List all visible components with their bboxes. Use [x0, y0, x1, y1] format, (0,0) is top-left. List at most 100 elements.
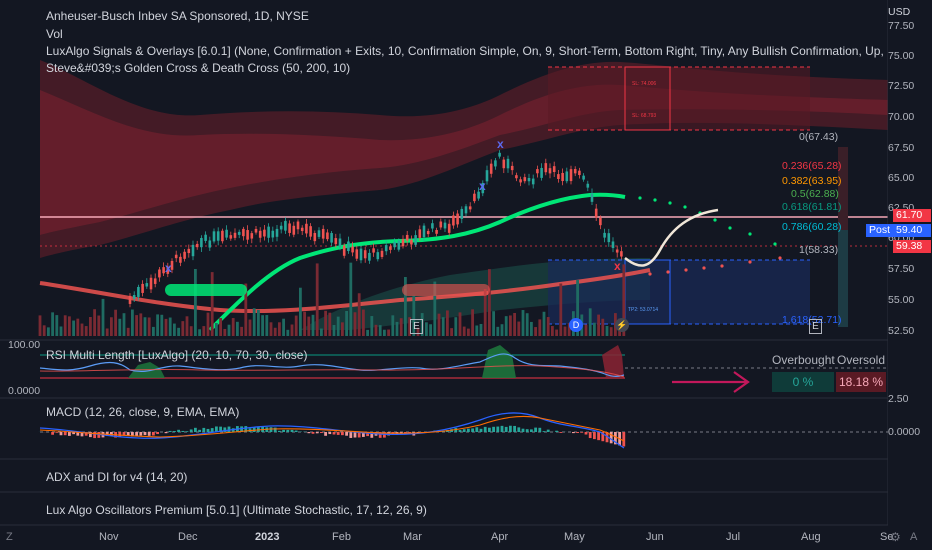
post-market-badge: Post	[866, 224, 893, 237]
candle-body	[519, 179, 522, 183]
candle-body	[309, 226, 312, 237]
volume-bar	[450, 328, 453, 336]
candle-body	[515, 175, 518, 179]
earnings-marker[interactable]: E	[410, 319, 423, 334]
earnings-future-marker[interactable]: E	[809, 319, 822, 334]
macd-hist-bar	[68, 432, 71, 436]
symbol-title[interactable]: Anheuser-Busch Inbev SA Sponsored, 1D, N…	[46, 9, 309, 23]
macd-hist-bar	[206, 428, 210, 432]
volume-bar	[471, 309, 474, 336]
macd-hist-bar	[441, 431, 445, 432]
volume-bar	[395, 321, 399, 336]
volume-bar	[475, 325, 479, 336]
volume-bar	[89, 316, 92, 336]
candle-body	[229, 235, 233, 239]
candle-body	[334, 238, 338, 245]
macd-hist-bar	[126, 432, 130, 436]
volume-bar	[525, 313, 529, 336]
candle-body	[565, 171, 569, 182]
macd-hist-bar	[143, 432, 147, 436]
zoom-icon[interactable]: Z	[6, 531, 13, 543]
candle-body	[300, 227, 304, 232]
candle-body	[506, 158, 510, 169]
volume-bar	[593, 322, 596, 336]
volume-bar	[114, 309, 117, 336]
volume-bar	[370, 316, 374, 336]
volume-bar	[328, 312, 332, 336]
macd-hist-bar	[593, 432, 596, 440]
legend-golden-cross[interactable]: Steve&#039;s Golden Cross & Death Cross …	[46, 61, 351, 75]
volume-bar	[181, 321, 185, 336]
volume-bar	[294, 315, 298, 336]
macd-hist-bar	[168, 430, 172, 432]
rsi-scale-bottom: 0.0000	[8, 385, 41, 397]
macd-hist-bar	[76, 432, 80, 436]
main-chart[interactable]: x x x x	[0, 0, 888, 550]
volume-bar	[55, 315, 59, 336]
price-tag-post: 59.40	[893, 224, 931, 237]
rsi-pane-title[interactable]: RSI Multi Length [LuxAlgo] (20, 10, 70, …	[46, 348, 308, 362]
rsi-scale-top: 100.00	[8, 339, 41, 351]
macd-hist-bar	[345, 432, 348, 436]
fib-level-0786: 0.786(60.28)	[782, 221, 842, 233]
candle-body	[599, 217, 602, 226]
legend-luxalgo-signals[interactable]: LuxAlgo Signals & Overlays [6.0.1] (None…	[46, 44, 888, 58]
gear-icon[interactable]: ⚙	[890, 530, 901, 544]
ma-50-line	[208, 192, 626, 332]
macd-hist-bar	[294, 430, 298, 432]
auto-scale-button[interactable]: A	[910, 531, 918, 543]
macd-hist-bar	[135, 432, 138, 437]
candle-body	[279, 225, 283, 230]
macd-histogram	[38, 425, 626, 447]
volume-bar	[173, 323, 176, 336]
macd-hist-bar	[273, 427, 277, 432]
candle-body	[410, 240, 413, 245]
volume-bar	[433, 281, 437, 336]
volume-bar	[80, 323, 84, 336]
candle-body	[464, 206, 468, 214]
volume-bar	[622, 264, 626, 336]
volume-bar	[223, 328, 227, 336]
macd-hist-bar	[210, 428, 214, 432]
time-label-year: 2023	[255, 531, 280, 543]
macd-hist-bar	[93, 432, 96, 439]
price-tick: 75.00	[888, 50, 915, 62]
macd-hist-bar	[362, 432, 365, 437]
volume-bar	[391, 315, 395, 336]
volume-bar	[72, 320, 75, 336]
dividend-marker[interactable]: D	[569, 318, 583, 332]
oscillator-pane-title[interactable]: Lux Algo Oscillators Premium [5.0.1] (Ul…	[46, 503, 427, 517]
macd-hist-bar	[185, 431, 189, 432]
macd-hist-bar	[479, 428, 483, 432]
candle-body	[510, 165, 514, 171]
volume-bar	[521, 310, 525, 336]
macd-hist-bar	[467, 428, 470, 432]
adx-pane-title[interactable]: ADX and DI for v4 (14, 20)	[46, 470, 188, 484]
macd-hist-bar	[542, 431, 546, 432]
legend-volume[interactable]: Vol	[46, 27, 63, 41]
candle-body	[431, 223, 434, 229]
price-tick: 57.50	[888, 263, 915, 275]
candle-body	[494, 160, 497, 167]
fib-level-0236: 0.236(65.28)	[782, 160, 842, 172]
candle-body	[132, 295, 136, 299]
fib-level-0: 0(67.43)	[799, 131, 839, 143]
candle-body	[305, 223, 308, 234]
price-tick: 52.50	[888, 325, 915, 337]
volume-bar	[185, 316, 189, 336]
volume-bar	[324, 310, 327, 336]
arrow-annotation	[672, 371, 750, 393]
split-marker[interactable]: ⚡	[615, 318, 629, 332]
volume-bar	[551, 326, 554, 336]
candle-body	[422, 225, 426, 238]
candle-body	[603, 232, 606, 238]
volume-bar	[164, 318, 168, 336]
macd-pane-title[interactable]: MACD (12, 26, close, 9, EMA, EMA)	[46, 405, 240, 419]
volume-bar	[105, 328, 109, 336]
macd-hist-bar	[492, 426, 495, 432]
macd-hist-bar	[55, 432, 59, 433]
volume-bar	[584, 324, 588, 336]
oversold-header: Oversold	[836, 353, 886, 367]
candle-body	[162, 267, 165, 274]
candle-body	[443, 222, 447, 229]
